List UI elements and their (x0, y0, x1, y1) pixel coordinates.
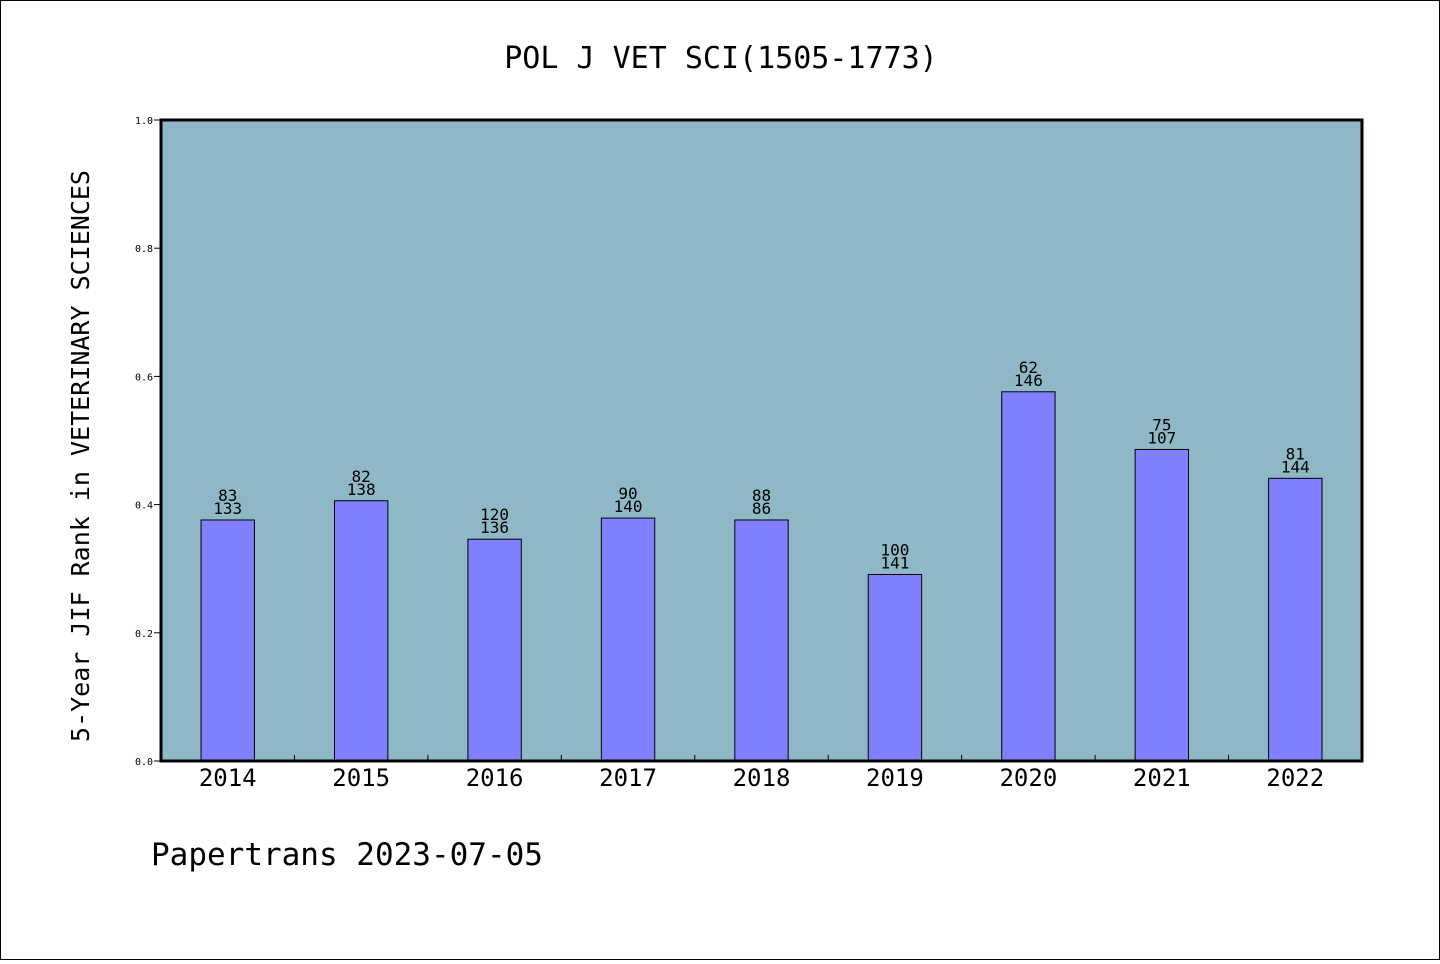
bars (200, 391, 1323, 762)
bar-rank-label: 90 (618, 484, 637, 503)
bar-total-label: 146 (1014, 371, 1043, 390)
bar-2021 (1134, 448, 1190, 762)
bar-total-label: 86 (752, 499, 771, 518)
bar-total-label: 138 (347, 480, 376, 499)
bar-rank-label: 75 (1152, 415, 1171, 434)
x-tick-label: 2018 (733, 764, 791, 792)
bar-total-label: 133 (213, 499, 242, 518)
bar-rank-label: 81 (1286, 444, 1305, 463)
y-tick-label: 0.6 (135, 372, 153, 383)
x-tick-label: 2022 (1266, 764, 1324, 792)
footer-credit: Papertrans 2023-07-05 (151, 837, 543, 873)
y-tick-label: 0.2 (135, 629, 153, 640)
x-tick-label: 2016 (466, 764, 524, 792)
bar-2019 (867, 573, 923, 762)
x-tick-label: 2014 (199, 764, 257, 792)
bar-2018 (734, 519, 789, 762)
x-tick-label: 2020 (999, 764, 1057, 792)
bar-rank-label: 62 (1019, 358, 1038, 377)
x-tick-label: 2021 (1133, 764, 1191, 792)
bar-total-label: 136 (480, 518, 509, 537)
chart-title: POL J VET SCI(1505-1773) (504, 41, 937, 76)
bar-total-label: 107 (1147, 428, 1176, 447)
bar-rank-label: 82 (352, 467, 371, 486)
bar-2014 (200, 519, 255, 762)
y-tick-label: 0.0 (135, 757, 153, 768)
x-axis-labels: 2014 2015 2016 2017 2018 2019 2020 2021 2022 (199, 764, 1324, 792)
bar-rank-label: 83 (218, 486, 237, 505)
y-axis-label: 5-Year JIF Rank in VETERINARY SCIENCES (66, 170, 95, 742)
bar-2022 (1268, 477, 1323, 762)
bar-rank-label: 88 (752, 486, 771, 505)
bar-total-label: 140 (614, 497, 643, 516)
y-tick-label: 0.8 (135, 244, 153, 255)
x-tick-label: 2015 (332, 764, 390, 792)
x-tick-label: 2017 (599, 764, 657, 792)
bar-total-label: 144 (1281, 457, 1310, 476)
y-axis-ticks: 0.0 0.2 0.4 0.6 0.8 1.0 (135, 116, 161, 768)
plot-border (159, 118, 1364, 763)
bar-total-label: 141 (880, 553, 909, 572)
bar-rank-label: 100 (880, 540, 909, 559)
bar-2015 (333, 500, 389, 762)
bar-2020 (1001, 391, 1056, 762)
bar-2017 (600, 517, 656, 762)
bar-rank-label: 120 (480, 505, 509, 524)
y-tick-label: 1.0 (135, 116, 153, 127)
y-tick-label: 0.4 (135, 501, 153, 512)
bar-2016 (467, 538, 522, 762)
x-tick-label: 2019 (866, 764, 924, 792)
